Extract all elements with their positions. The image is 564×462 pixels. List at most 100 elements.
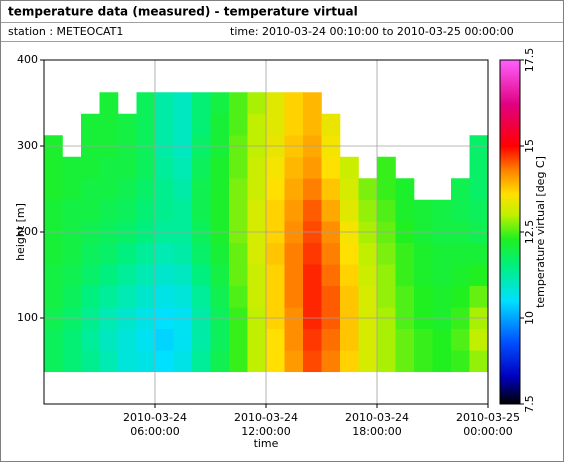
heat-cell bbox=[247, 285, 267, 308]
heat-cell bbox=[414, 350, 433, 373]
chart-title: temperature data (measured) - temperatur… bbox=[8, 5, 358, 19]
y-tick-label: 200 bbox=[17, 225, 38, 238]
heat-cell bbox=[44, 350, 63, 373]
heat-cell bbox=[229, 178, 248, 201]
heat-cell bbox=[247, 156, 267, 179]
heat-cell bbox=[395, 242, 415, 265]
heat-cell bbox=[377, 199, 396, 222]
heat-cell bbox=[247, 113, 267, 136]
y-tick-label: 300 bbox=[17, 139, 38, 152]
heat-cell bbox=[81, 264, 100, 287]
heat-cell bbox=[321, 113, 341, 136]
heat-cell bbox=[155, 242, 174, 265]
heat-cell bbox=[136, 199, 156, 222]
x-tick-label: 2010-03-24 18:00:00 bbox=[345, 411, 409, 438]
heat-cell bbox=[377, 242, 396, 265]
heat-cell bbox=[136, 156, 156, 179]
heat-cell bbox=[155, 156, 174, 179]
heat-cell bbox=[321, 199, 341, 222]
heat-cell bbox=[358, 350, 378, 373]
heat-cell bbox=[303, 350, 322, 373]
heat-cell bbox=[358, 328, 378, 351]
heat-cell bbox=[284, 113, 304, 136]
heat-cell bbox=[192, 285, 211, 308]
heat-cell bbox=[284, 328, 304, 351]
heat-cell bbox=[99, 156, 119, 179]
heat-cell bbox=[469, 350, 489, 373]
heat-cell bbox=[229, 264, 248, 287]
heat-cell bbox=[173, 350, 193, 373]
heat-cell bbox=[247, 92, 267, 115]
heat-cell bbox=[62, 285, 82, 308]
heat-cell bbox=[284, 156, 304, 179]
heat-cell bbox=[44, 264, 63, 287]
heat-cell bbox=[118, 199, 137, 222]
heat-cell bbox=[229, 242, 248, 265]
heat-cell bbox=[358, 242, 378, 265]
heat-cell bbox=[62, 178, 82, 201]
heat-cell bbox=[247, 199, 267, 222]
heat-cell bbox=[266, 242, 285, 265]
heat-cell bbox=[303, 113, 322, 136]
heat-cell bbox=[118, 264, 137, 287]
heat-cell bbox=[303, 199, 322, 222]
heat-cell bbox=[44, 328, 63, 351]
heat-cell bbox=[210, 156, 230, 179]
heat-cell bbox=[340, 178, 359, 201]
heat-cell bbox=[155, 199, 174, 222]
heat-cell bbox=[229, 328, 248, 351]
y-tick-label: 100 bbox=[17, 311, 38, 324]
heat-cell bbox=[192, 113, 211, 136]
heat-cell bbox=[266, 178, 285, 201]
heat-cell bbox=[451, 242, 470, 265]
heat-cell bbox=[303, 242, 322, 265]
heat-cell bbox=[284, 285, 304, 308]
heat-cell bbox=[321, 178, 341, 201]
heat-cell bbox=[192, 156, 211, 179]
heat-cell bbox=[303, 92, 322, 115]
heat-cell bbox=[99, 264, 119, 287]
colorbar-tick-label: 17.5 bbox=[523, 48, 536, 73]
time-range: time: 2010-03-24 00:10:00 to 2010-03-25 … bbox=[230, 25, 514, 38]
heat-cell bbox=[210, 92, 230, 115]
heat-cell bbox=[284, 242, 304, 265]
heat-cell bbox=[451, 285, 470, 308]
heat-cell bbox=[340, 264, 359, 287]
heat-cell bbox=[247, 242, 267, 265]
heat-cell bbox=[62, 350, 82, 373]
heat-cell bbox=[192, 199, 211, 222]
heat-cell bbox=[155, 328, 174, 351]
heat-cell bbox=[62, 328, 82, 351]
heat-cell bbox=[210, 264, 230, 287]
heat-cell bbox=[44, 156, 63, 179]
heat-cell bbox=[321, 285, 341, 308]
heat-cell bbox=[192, 92, 211, 115]
heat-cell bbox=[321, 328, 341, 351]
heat-cell bbox=[173, 92, 193, 115]
heat-cell bbox=[469, 156, 489, 179]
heat-cell bbox=[414, 264, 433, 287]
heat-cell bbox=[173, 328, 193, 351]
heat-cell bbox=[118, 156, 137, 179]
heat-cell bbox=[377, 350, 396, 373]
heat-cell bbox=[469, 242, 489, 265]
heat-cell bbox=[266, 156, 285, 179]
heat-cell bbox=[284, 199, 304, 222]
heat-cell bbox=[81, 199, 100, 222]
heat-cell bbox=[99, 242, 119, 265]
heat-cell bbox=[118, 285, 137, 308]
heat-cell bbox=[136, 113, 156, 136]
heat-cell bbox=[303, 156, 322, 179]
y-axis-label: height [m] bbox=[14, 203, 27, 261]
heat-cell bbox=[229, 92, 248, 115]
heat-cell bbox=[247, 178, 267, 201]
heat-cell bbox=[81, 113, 100, 136]
heat-cell bbox=[432, 350, 452, 373]
heat-cell bbox=[173, 285, 193, 308]
heat-cell bbox=[192, 178, 211, 201]
heat-cell bbox=[395, 285, 415, 308]
heat-cell bbox=[340, 199, 359, 222]
heat-cell bbox=[321, 156, 341, 179]
heat-cell bbox=[118, 328, 137, 351]
station: station : METEOCAT1 bbox=[8, 25, 123, 38]
